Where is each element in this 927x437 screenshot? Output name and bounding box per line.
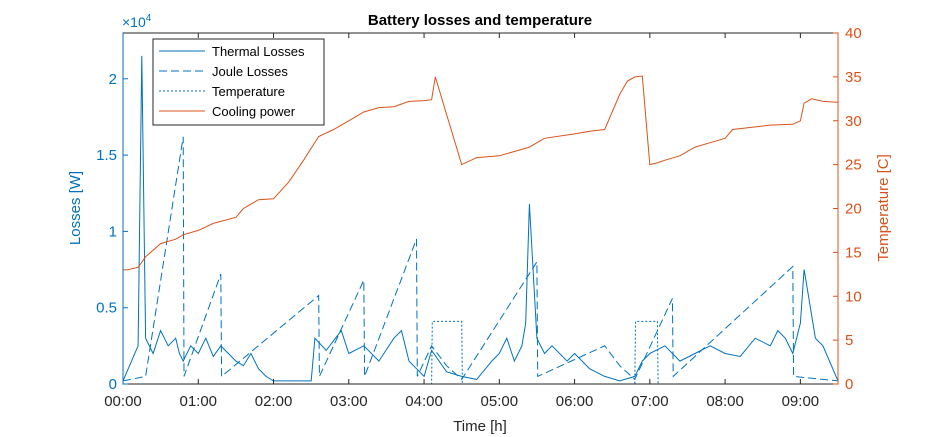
series-line-1	[122, 136, 839, 382]
y-left-tick-label: 1.5	[96, 147, 117, 164]
y-right-tick-label: 30	[845, 113, 862, 130]
y-right-tick-label: 10	[845, 288, 862, 305]
y-left-tick-label: 1	[109, 223, 117, 240]
x-tick-label: 05:00	[481, 393, 519, 410]
y-right-tick-label: 20	[845, 201, 862, 218]
series-line-0	[122, 55, 839, 382]
y-right-tick-label: 25	[845, 157, 862, 174]
legend-items: Thermal Losses Joule Losses Temperature Coo…	[159, 44, 305, 119]
y-right-tick-label: 35	[845, 69, 862, 86]
x-axis-ticks: 00:00 01:00 02:00 03:00 04:00 05:00 06:00 07:00…	[104, 33, 819, 410]
legend-label-2: Temperature	[212, 84, 285, 99]
legend-label-0: Thermal Losses	[212, 44, 305, 59]
legend-label-1: Joule Losses	[212, 64, 288, 79]
y-left-exponent: ×104	[122, 13, 152, 30]
y-right-tick-label: 15	[845, 244, 862, 261]
chart-title: Battery losses and temperature	[368, 12, 592, 29]
legend-label-3: Cooling power	[212, 104, 296, 119]
x-tick-label: 07:00	[631, 393, 669, 410]
x-axis-label: Time [h]	[453, 418, 507, 435]
y-left-tick-label: 0.5	[96, 300, 117, 317]
y-right-axis-ticks: 0 5 10 15 20 25 30 35 40	[833, 25, 862, 393]
y-right-tick-label: 5	[845, 332, 853, 349]
y-right-tick-label: 0	[845, 376, 853, 393]
y-left-tick-label: 0	[109, 376, 117, 393]
y-right-axis-label: Temperature [C]	[875, 154, 892, 262]
x-tick-label: 06:00	[556, 393, 594, 410]
series-line-3	[123, 75, 839, 271]
x-tick-label: 00:00	[104, 393, 142, 410]
legend: Thermal Losses Joule Losses Temperature Coo…	[152, 38, 325, 126]
x-tick-label: 02:00	[255, 393, 293, 410]
y-left-tick-label: 2	[109, 71, 117, 88]
y-right-tick-label: 40	[845, 25, 862, 42]
x-tick-label: 04:00	[405, 393, 443, 410]
x-tick-label: 08:00	[706, 393, 744, 410]
y-left-axis-label: Losses [W]	[67, 171, 84, 245]
y-left-axis-ticks: 0 0.5 1 1.5 2	[96, 33, 128, 393]
x-tick-label: 09:00	[782, 393, 820, 410]
x-tick-label: 01:00	[179, 393, 217, 410]
x-tick-label: 03:00	[330, 393, 368, 410]
